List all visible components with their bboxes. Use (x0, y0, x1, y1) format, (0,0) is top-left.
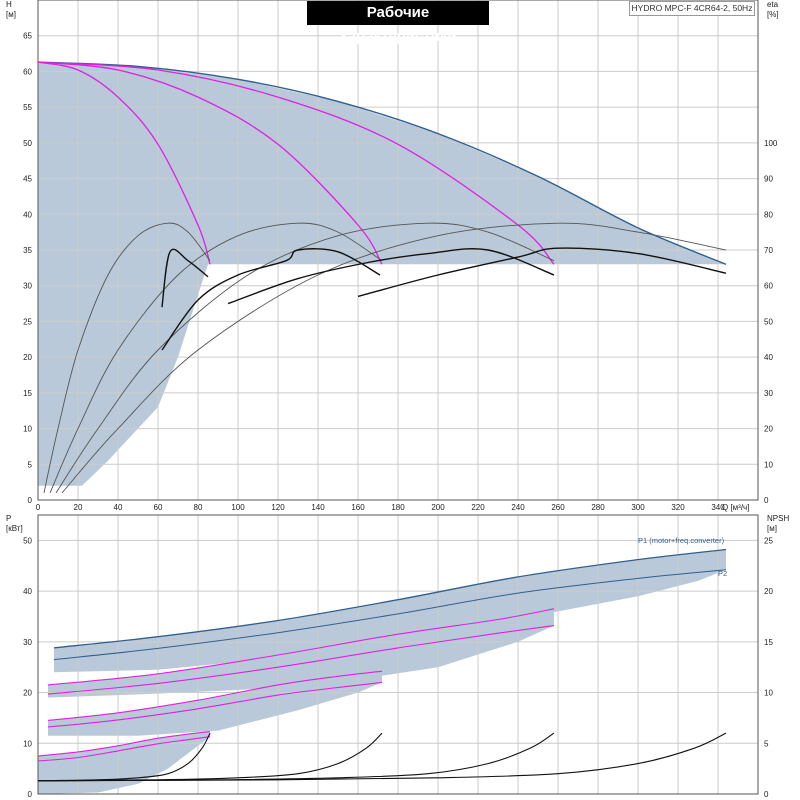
power-ytick-left: 30 (23, 638, 32, 647)
perf-xtick: 60 (154, 503, 163, 512)
efficiency-curve-1-pumps (43, 222, 211, 493)
perf-ytick-right: 0 (764, 496, 769, 505)
power-ytick-right: 15 (764, 638, 773, 647)
head-curve-2-pumps (37, 61, 383, 265)
perf-xtick: 200 (431, 503, 445, 512)
eta-axis-unit: [%] (767, 10, 779, 19)
perf-ytick-left: 10 (23, 425, 32, 434)
eta-axis-label: eta (767, 0, 779, 9)
perf-ytick-right: 50 (764, 317, 773, 326)
perf-ytick-right: 20 (764, 425, 773, 434)
p-axis-label: P (6, 514, 12, 523)
perf-ytick-right: 10 (764, 460, 773, 469)
perf-xtick: 240 (511, 503, 525, 512)
power-chart: 0 10 20 30 40 50 0 5 10 15 20 25 P1 (motor+freq.conv… (23, 514, 773, 799)
power-frame (37, 514, 759, 795)
power-ytick-right: 20 (764, 587, 773, 596)
efficiency-curve-4-pumps (61, 222, 727, 494)
p-axis-unit: [кВт] (6, 524, 23, 533)
perf-ytick-left: 0 (28, 496, 33, 505)
perf-xtick: 220 (471, 503, 485, 512)
perf-frame (37, 0, 759, 501)
power-ytick-right: 25 (764, 536, 773, 545)
power-ytick-left: 0 (28, 790, 33, 799)
power-series-label: P1 (motor+freq.converter) (638, 536, 725, 545)
envelope-area (38, 62, 726, 486)
power-band (48, 671, 382, 736)
power-ytick-right: 5 (764, 739, 769, 748)
power-ytick-right: 10 (764, 689, 773, 698)
perf-ytick-left: 60 (23, 67, 32, 76)
perf-xtick: 80 (194, 503, 203, 512)
efficiency-curve-2-pumps (161, 248, 381, 351)
q-axis-label: Q [м³/ч] (722, 503, 750, 512)
power-speed-curve (47, 681, 383, 728)
perf-xtick: 280 (591, 503, 605, 512)
perf-xtick: 0 (36, 503, 41, 512)
perf-ytick-left: 65 (23, 32, 32, 41)
perf-ytick-right: 40 (764, 353, 773, 362)
power-ytick-left: 10 (23, 739, 32, 748)
perf-ytick-left: 55 (23, 103, 32, 112)
performance-chart: 0 5 10 15 20 25 30 35 40 45 50 55 60 65 0 10 20 30 40 50 60 7… (23, 0, 778, 512)
power-ytick-left: 40 (23, 587, 32, 596)
perf-ytick-left: 25 (23, 317, 32, 326)
npsh-curve (37, 732, 211, 782)
perf-ytick-left: 50 (23, 139, 32, 148)
power-series-p2 (53, 569, 727, 661)
perf-xtick: 100 (231, 503, 245, 512)
perf-ytick-left: 45 (23, 175, 32, 184)
npsh-axis-unit: [м] (767, 524, 777, 533)
model-label: HYDRO MPC-F 4CR64-2, 50Hz (629, 1, 755, 16)
perf-xtick: 140 (311, 503, 325, 512)
power-speed-curve (47, 625, 555, 695)
power-series-p1 (53, 548, 727, 649)
max-head-curve (37, 61, 727, 265)
perf-xtick: 180 (391, 503, 405, 512)
perf-ytick-right: 30 (764, 389, 773, 398)
power-band (38, 731, 210, 794)
power-ytick-left: 50 (23, 536, 32, 545)
npsh-axis-label: NPSH (767, 514, 790, 523)
perf-ytick-left: 20 (23, 353, 32, 362)
perf-xtick: 40 (114, 503, 123, 512)
perf-xtick: 120 (271, 503, 285, 512)
power-speed-curve (37, 736, 211, 762)
power-speed-curve (47, 670, 383, 721)
efficiency-curve-4-pumps (357, 247, 727, 298)
perf-ytick-left: 30 (23, 282, 32, 291)
power-ytick-left: 20 (23, 689, 32, 698)
perf-ytick-left: 15 (23, 389, 32, 398)
perf-xtick: 320 (671, 503, 685, 512)
perf-ytick-left: 40 (23, 210, 32, 219)
perf-xtick: 300 (631, 503, 645, 512)
power-band (48, 608, 554, 698)
perf-xtick: 20 (74, 503, 83, 512)
perf-ytick-right: 80 (764, 210, 773, 219)
h-axis-unit: [м] (6, 10, 16, 19)
perf-ytick-left: 5 (28, 460, 33, 469)
chart-title: Рабочие характеристики (307, 1, 489, 45)
h-axis-label: H (6, 0, 12, 9)
power-speed-curve (37, 731, 211, 757)
perf-xtick: 260 (551, 503, 565, 512)
npsh-curve (37, 732, 727, 782)
efficiency-curve-1-pumps (161, 248, 209, 308)
perf-ytick-right: 90 (764, 175, 773, 184)
perf-ytick-left: 35 (23, 246, 32, 255)
perf-ytick-right: 70 (764, 246, 773, 255)
perf-ytick-right: 100 (764, 139, 778, 148)
power-ytick-right: 0 (764, 790, 769, 799)
perf-xtick: 340 (711, 503, 725, 512)
head-curve-1-pumps (37, 61, 211, 265)
efficiency-curve-3-pumps (227, 248, 555, 305)
perf-xtick: 160 (351, 503, 365, 512)
perf-ytick-right: 60 (764, 282, 773, 291)
power-speed-curve (47, 608, 555, 686)
power-series-label: P2 (718, 569, 727, 578)
